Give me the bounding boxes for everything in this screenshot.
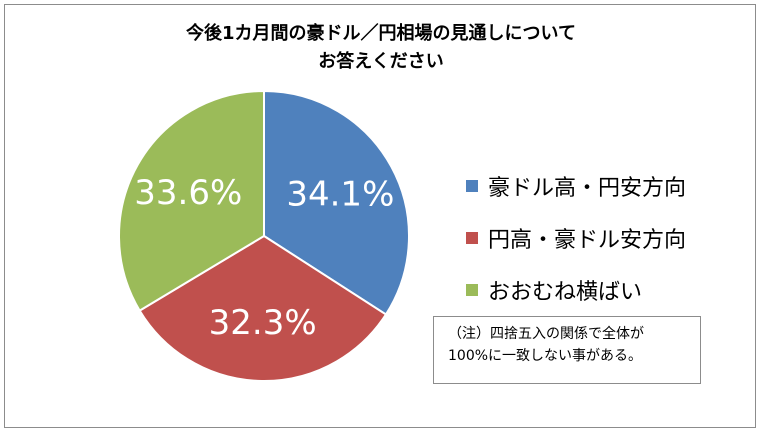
legend-item-flat: おおむね横ばい (466, 264, 686, 316)
legend-label-flat: おおむね横ばい (488, 280, 643, 305)
chart-title-line-2: お答えください (318, 51, 444, 72)
chart-legend: 豪ドル高・円安方向 円高・豪ドル安方向 おおむね横ばい (466, 160, 686, 316)
pie-slice-yen-strong (138, 234, 388, 382)
legend-label-yen-weak: 豪ドル高・円安方向 (488, 176, 687, 201)
legend-swatch-yen-strong (466, 232, 478, 244)
chart-title-line-1: 今後1カ月間の豪ドル／円相場の見通しについて (186, 23, 576, 44)
pie-label-yen-strong: 32.3% (209, 303, 317, 343)
footnote-line-2: 100%に一致しない事がある。 (448, 348, 643, 364)
legend-swatch-flat (466, 284, 478, 296)
legend-item-yen-strong: 円高・豪ドル安方向 (466, 212, 686, 264)
legend-swatch-yen-weak (466, 180, 478, 192)
legend-item-yen-weak: 豪ドル高・円安方向 (466, 160, 686, 212)
legend-label-yen-strong: 円高・豪ドル安方向 (488, 228, 687, 253)
footnote-box: （注）四捨五入の関係で全体が 100%に一致しない事がある。 (433, 316, 701, 384)
pie-slice-flat (118, 89, 265, 312)
chart-title: 今後1カ月間の豪ドル／円相場の見通しについて お答えください (0, 20, 762, 76)
pie-label-yen-weak: 34.1% (286, 174, 394, 214)
footnote-line-1: （注）四捨五入の関係で全体が (448, 326, 644, 342)
pie-label-flat: 33.6% (134, 173, 242, 213)
